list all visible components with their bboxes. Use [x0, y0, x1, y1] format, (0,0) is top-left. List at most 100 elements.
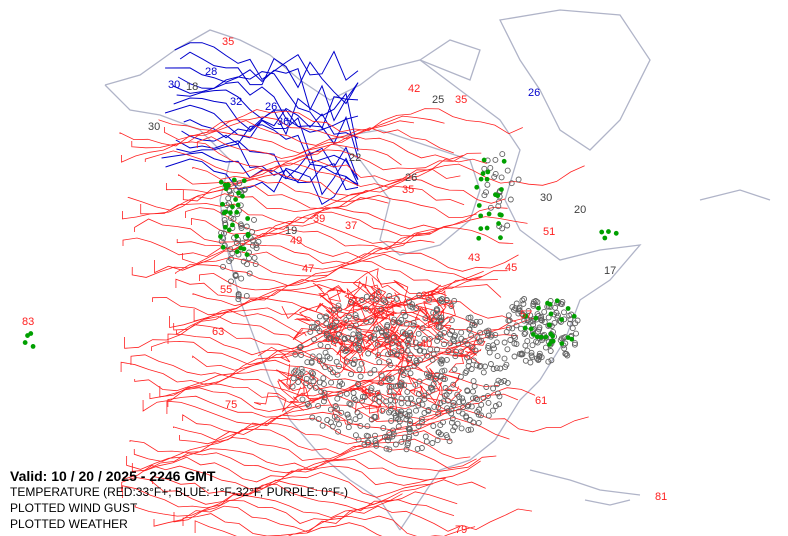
precipitation-symbol — [496, 221, 501, 226]
station-marker — [404, 347, 411, 354]
station-marker — [418, 415, 425, 422]
temperature-label: 26 — [405, 172, 417, 184]
station-marker — [471, 383, 478, 390]
station-marker — [323, 320, 330, 327]
station-marker — [378, 372, 385, 379]
station-marker — [460, 398, 467, 405]
station-marker — [400, 372, 407, 378]
precipitation-symbol — [554, 298, 560, 304]
warm-contour — [388, 308, 434, 330]
warm-contour — [375, 326, 418, 361]
station-marker — [456, 399, 463, 406]
station-marker — [545, 358, 552, 365]
station-marker — [406, 426, 413, 433]
precipitation-symbol — [565, 335, 571, 340]
warm-contour — [253, 386, 302, 413]
warm-contour — [193, 297, 517, 323]
station-marker — [396, 319, 403, 326]
station-marker — [529, 342, 536, 349]
station-marker — [365, 439, 372, 446]
coastline — [584, 499, 631, 506]
precipitation-symbol — [538, 334, 544, 340]
station-marker — [445, 348, 452, 355]
station-marker — [519, 310, 525, 317]
station-marker — [352, 341, 359, 348]
station-marker — [398, 438, 405, 445]
warm-contour — [415, 297, 438, 323]
warm-contour — [134, 218, 443, 244]
station-marker — [345, 414, 352, 421]
station-marker — [297, 344, 303, 351]
station-marker — [396, 418, 403, 425]
station-marker — [390, 430, 397, 437]
station-marker — [441, 329, 448, 336]
station-marker — [490, 385, 497, 392]
precipitation-symbol — [220, 244, 226, 250]
station-marker — [559, 298, 566, 305]
station-marker — [437, 318, 444, 324]
weather-legend: PLOTTED WEATHER — [10, 517, 128, 531]
station-marker — [363, 305, 369, 312]
station-marker — [240, 258, 247, 265]
precipitation-symbol — [476, 203, 482, 208]
station-marker — [425, 374, 432, 380]
station-marker — [402, 313, 409, 319]
station-marker — [419, 325, 426, 332]
temperature-label: 42 — [408, 83, 420, 95]
station-marker — [323, 314, 330, 321]
station-marker — [421, 348, 428, 355]
station-marker — [357, 338, 363, 344]
warm-contour — [429, 367, 461, 391]
station-marker — [335, 302, 342, 309]
station-marker — [405, 400, 412, 407]
station-marker — [459, 395, 466, 402]
temperature-label: 49 — [290, 235, 302, 247]
station-marker — [348, 371, 354, 378]
station-marker — [490, 366, 497, 372]
precipitation-symbol — [548, 331, 554, 337]
station-marker — [381, 434, 388, 440]
precipitation-symbol — [533, 315, 539, 321]
station-marker — [372, 432, 378, 439]
station-marker — [347, 401, 354, 408]
station-marker — [407, 418, 413, 425]
station-marker — [536, 353, 543, 360]
station-marker — [393, 295, 400, 302]
station-marker — [415, 330, 422, 337]
precipitation-symbol — [484, 176, 490, 182]
precipitation-symbol — [234, 249, 240, 255]
station-marker — [336, 331, 342, 338]
precipitation-symbol — [223, 186, 229, 192]
station-marker — [496, 393, 503, 400]
warm-contour — [333, 318, 375, 347]
station-marker — [382, 299, 389, 306]
station-marker — [430, 423, 437, 429]
warm-contour — [121, 476, 486, 505]
precipitation-symbol — [565, 306, 571, 311]
warm-contour — [175, 278, 498, 300]
warm-contour — [126, 445, 477, 470]
station-marker — [427, 346, 434, 353]
station-marker — [303, 380, 310, 387]
station-marker — [359, 393, 366, 400]
station-marker — [324, 343, 331, 350]
station-marker — [416, 378, 423, 385]
station-marker — [414, 445, 421, 452]
station-marker — [378, 305, 385, 312]
station-marker — [341, 336, 348, 343]
station-marker — [442, 385, 449, 391]
station-marker — [438, 317, 445, 324]
warm-contour — [292, 311, 336, 341]
station-marker — [310, 370, 316, 377]
station-marker — [330, 306, 337, 313]
station-marker — [389, 340, 396, 347]
temperature-label: 61 — [535, 395, 547, 407]
warm-contour — [122, 483, 403, 512]
station-marker — [311, 324, 318, 331]
station-marker — [474, 396, 481, 403]
station-marker — [334, 395, 341, 402]
warm-contour — [327, 285, 346, 302]
station-marker — [393, 351, 400, 358]
station-marker — [391, 316, 398, 323]
station-marker — [352, 322, 359, 329]
